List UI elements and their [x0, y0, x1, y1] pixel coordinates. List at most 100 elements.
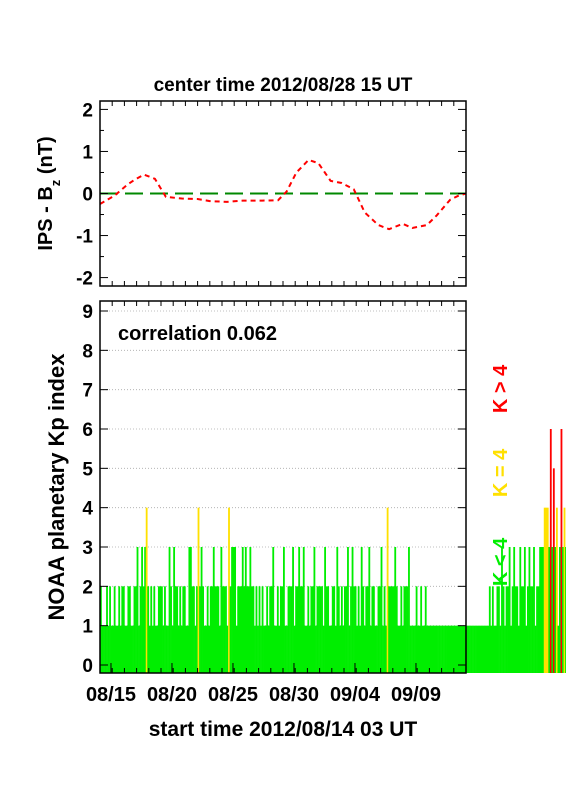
kp-bar-quiet: [440, 625, 442, 673]
kp-bar-quiet: [456, 625, 459, 673]
kp-bar-quiet: [353, 586, 355, 673]
kp-bar-quiet: [130, 625, 133, 673]
kp-bar-quiet: [344, 586, 346, 673]
kp-bar-quiet: [200, 547, 203, 673]
bz-y-ticks: -2 -1 0 1 2: [76, 100, 467, 290]
kp-bar-quiet: [330, 625, 333, 673]
kp-bar-quiet: [109, 586, 111, 673]
kp-bar-quiet: [539, 547, 542, 673]
kp-bar-quiet: [203, 625, 206, 673]
kp-bar-quiet: [374, 625, 377, 673]
kp-legend: K < 4 K = 4 K > 4: [490, 364, 512, 586]
kp-bar-quiet: [250, 586, 253, 673]
kp-x-tick-label: 09/04: [330, 684, 381, 706]
kp-bar-quiet: [394, 547, 397, 673]
kp-bar-quiet: [379, 586, 381, 673]
kp-bar-quiet: [173, 547, 176, 673]
kp-bar-quiet: [316, 586, 319, 673]
kp-bar-quiet: [398, 625, 401, 673]
kp-bar-quiet: [234, 547, 237, 673]
kp-bar-quiet: [151, 625, 154, 673]
kp-bar-quiet: [359, 625, 362, 673]
kp-bar-quiet: [412, 625, 415, 673]
kp-bar-quiet: [414, 625, 416, 673]
kp-bar-quiet: [324, 547, 326, 673]
kp-bar-quiet: [333, 586, 336, 673]
kp-bar-quiet: [182, 586, 185, 673]
kp-bar-quiet: [357, 586, 360, 673]
kp-bar-quiet: [519, 547, 522, 673]
kp-bar-quiet: [249, 547, 252, 673]
kp-bar-quiet: [101, 625, 104, 673]
kp-bar-active: [545, 507, 548, 673]
kp-bar-quiet: [260, 625, 262, 673]
kp-bar-quiet: [141, 547, 143, 673]
kp-bar-quiet: [356, 625, 359, 673]
kp-bar-quiet: [423, 625, 426, 673]
kp-bar-active: [546, 507, 549, 673]
kp-bar-quiet: [128, 586, 131, 673]
kp-bar-quiet: [313, 547, 316, 673]
kp-bar-quiet: [470, 625, 473, 673]
kp-bar-quiet: [415, 586, 418, 673]
kp-bar-quiet: [275, 625, 278, 673]
kp-bar-quiet: [380, 547, 383, 673]
kp-y-tick-label: 2: [82, 577, 93, 598]
kp-bar-quiet: [537, 586, 540, 673]
kp-bar-quiet: [331, 586, 334, 673]
kp-bar-quiet: [218, 625, 221, 673]
kp-bar-quiet: [389, 586, 392, 673]
kp-bar-quiet: [516, 586, 519, 673]
kp-bar-quiet: [212, 547, 215, 673]
kp-bar-quiet: [348, 625, 351, 673]
kp-bar-quiet: [411, 625, 413, 673]
kp-bar-quiet: [295, 586, 298, 673]
kp-bar-quiet: [199, 586, 201, 673]
kp-bar-quiet: [366, 586, 369, 673]
kp-bar-quiet: [391, 586, 394, 673]
kp-bar-quiet: [510, 625, 513, 673]
kp-bar-quiet: [281, 586, 284, 673]
kp-bar-quiet: [104, 625, 107, 673]
kp-bar-quiet: [533, 547, 535, 673]
kp-bar-quiet: [424, 586, 427, 673]
kp-bar-quiet: [138, 625, 140, 673]
kp-bar-quiet: [337, 586, 340, 673]
kp-bar-quiet: [473, 625, 476, 673]
kp-bar-quiet: [531, 586, 534, 673]
kp-y-tick-label: 9: [82, 302, 93, 323]
kp-bar-quiet: [191, 586, 194, 673]
kp-bar-quiet: [336, 547, 339, 673]
kp-bar-quiet: [487, 625, 490, 673]
kp-bar-quiet: [517, 625, 520, 673]
kp-bar-quiet: [252, 586, 255, 673]
kp-bar-quiet: [167, 625, 169, 673]
kp-bar-quiet: [458, 625, 461, 673]
kp-bar-quiet: [418, 625, 421, 673]
kp-bar-quiet: [525, 625, 528, 673]
kp-bar-quiet: [340, 586, 343, 673]
kp-bar-quiet: [403, 586, 406, 673]
kp-bar-quiet: [136, 547, 139, 673]
kp-bar-quiet: [420, 586, 423, 673]
kp-bar-quiet: [479, 625, 482, 673]
kp-y-tick-label: 0: [82, 656, 93, 677]
kp-bar-quiet: [293, 625, 296, 673]
kp-bar-quiet: [443, 625, 445, 673]
kp-legend-entry: K < 4: [490, 537, 512, 586]
kp-bar-quiet: [177, 625, 180, 673]
bz-y-axis-label: IPS - Bz (nT): [35, 136, 63, 250]
kp-bar-quiet: [211, 586, 214, 673]
kp-bar-quiet: [430, 625, 433, 673]
kp-bar-quiet: [530, 586, 532, 673]
kp-bar-quiet: [165, 625, 168, 673]
kp-bar-quiet: [189, 547, 192, 673]
kp-bar-quiet: [209, 586, 212, 673]
kp-bar-quiet: [263, 625, 265, 673]
kp-panel: 0 1 2 3 4 5 6 7 8 9 08/15 08/20 08/25 08/30 09/04 09/09…: [44, 300, 566, 706]
kp-bar-quiet: [304, 625, 307, 673]
kp-bar-storm: [552, 468, 555, 673]
kp-bar-active: [543, 507, 546, 673]
kp-bar-quiet: [421, 625, 424, 673]
